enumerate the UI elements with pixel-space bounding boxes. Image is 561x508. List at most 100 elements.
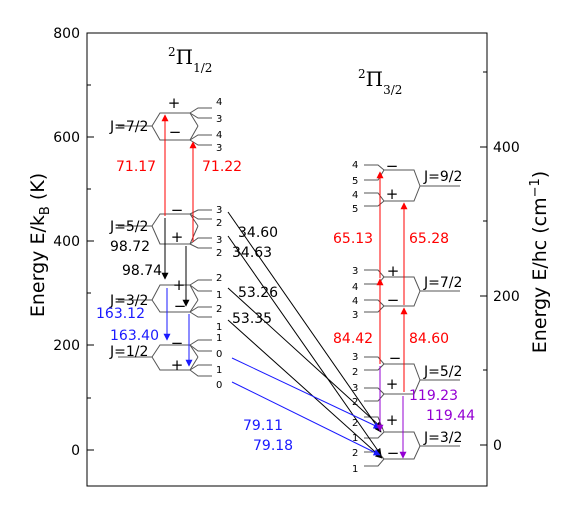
transition-arrow-blue (231, 381, 381, 456)
f-label: 3 (352, 310, 358, 321)
f-label: 2 (216, 273, 222, 284)
f-label: 3 (216, 235, 222, 246)
transition-value: 98.74 (122, 263, 162, 279)
f-label: 1 (216, 333, 222, 344)
transition-arrow-black (227, 235, 382, 456)
parity-plus: + (168, 94, 181, 112)
transition-value: 71.17 (116, 159, 156, 175)
transition-value: 53.35 (232, 311, 272, 327)
f-label: 1 (216, 290, 222, 301)
transition-value: 84.60 (409, 331, 449, 347)
f-label: 0 (216, 380, 222, 391)
level-pi12-j12 (118, 339, 212, 377)
left-tick-label: 400 (53, 234, 80, 250)
transition-value: 79.18 (253, 438, 293, 454)
parity-plus: + (386, 411, 399, 429)
left-tick-label: 800 (53, 26, 80, 42)
transition-value: 163.12 (96, 306, 145, 322)
j-label: J=5/2 (423, 364, 462, 380)
f-label: 4 (216, 97, 222, 108)
f-label: 2 (216, 218, 222, 229)
j-label: J=1/2 (109, 344, 148, 360)
transition-value: 34.63 (232, 245, 272, 261)
left-tick-label: 600 (53, 130, 80, 146)
f-label: 2 (352, 448, 358, 459)
f-label: 1 (352, 433, 358, 444)
right-axis (480, 71, 487, 446)
j-label: J=9/2 (423, 169, 462, 185)
f-label: 5 (352, 204, 358, 215)
f-label: 0 (216, 349, 222, 360)
plot-frame (86, 32, 488, 487)
f-label: 3 (352, 266, 358, 277)
parity-minus: − (387, 444, 400, 462)
parity-minus: − (389, 349, 402, 367)
left-tick-label: 0 (71, 443, 80, 459)
parity-plus: + (386, 185, 399, 203)
term-symbol-pi-half: 2Π1/2 (168, 45, 212, 75)
right-tick-label: 400 (493, 140, 520, 156)
f-label: 4 (216, 130, 222, 141)
term-symbol-pi-three-halves: 2Π3/2 (358, 67, 402, 97)
level-pi12-j72 (118, 107, 212, 146)
j-label: J=5/2 (109, 219, 148, 235)
transition-arrow-blue (231, 357, 381, 429)
transition-arrow-black (227, 211, 382, 433)
j-label: J=7/2 (109, 119, 148, 135)
left-axis (87, 32, 94, 451)
level-pi12-j32 (118, 279, 212, 318)
transition-value: 53.26 (238, 285, 278, 301)
level-pi32-j52 (364, 356, 460, 402)
transition-value: 71.22 (202, 159, 242, 175)
transition-value: 84.42 (333, 331, 373, 347)
f-label: 4 (352, 296, 358, 307)
f-label: 4 (352, 282, 358, 293)
f-label: 2 (352, 418, 358, 429)
transition-value: 119.23 (409, 388, 458, 404)
j-label: J=7/2 (423, 275, 462, 291)
parity-minus: − (386, 157, 399, 175)
f-label: 3 (352, 383, 358, 394)
transition-arrow-black (227, 287, 383, 429)
f-label: 4 (352, 160, 358, 171)
parity-minus: − (387, 291, 400, 309)
f-label: 4 (352, 190, 358, 201)
transition-value: 119.44 (426, 408, 475, 424)
transition-value: 65.28 (409, 231, 449, 247)
f-label: 3 (216, 205, 222, 216)
transition-value: 98.72 (110, 239, 150, 255)
f-label: 1 (216, 365, 222, 376)
f-label: 3 (216, 143, 222, 154)
f-label: 2 (352, 397, 358, 408)
f-label: 2 (352, 367, 358, 378)
f-label: 3 (352, 352, 358, 363)
left-axis-title: Energy E/kB (K) (27, 173, 53, 317)
f-label: 1 (352, 464, 358, 475)
f-label: 1 (216, 322, 222, 333)
f-label: 3 (216, 114, 222, 125)
parity-minus: − (171, 334, 184, 352)
parity-plus: + (171, 356, 184, 374)
f-label: 5 (352, 176, 358, 187)
parity-minus: − (174, 297, 187, 315)
right-axis-title: Energy E/hc (cm−1) (528, 171, 551, 353)
transition-arrow-black (227, 319, 383, 459)
left-tick-label: 200 (53, 338, 80, 354)
parity-plus: + (171, 228, 184, 246)
parity-plus: + (173, 276, 186, 294)
parity-minus: − (171, 201, 184, 219)
f-label: 2 (216, 248, 222, 259)
j-label: J=3/2 (109, 293, 148, 309)
j-label: J=3/2 (423, 430, 462, 446)
parity-plus: + (387, 262, 400, 280)
transition-value: 163.40 (110, 328, 159, 344)
transition-value: 34.60 (238, 225, 278, 241)
parity-minus: − (169, 123, 182, 141)
right-tick-label: 200 (493, 289, 520, 305)
transition-value: 65.13 (333, 231, 373, 247)
parity-plus: + (386, 375, 399, 393)
transition-value: 79.11 (243, 418, 283, 434)
right-tick-label: 0 (493, 438, 502, 454)
f-label: 2 (216, 304, 222, 315)
